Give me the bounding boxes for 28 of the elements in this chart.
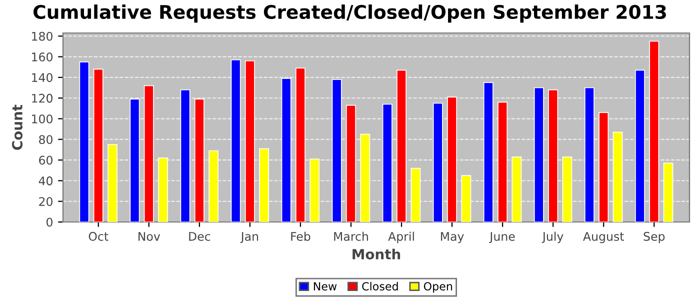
legend-label: Closed [362,282,398,291]
x-tick-label: Sep [644,232,665,244]
x-tick-label: Feb [291,232,310,241]
y-tick-label: 20 [39,197,52,206]
x-tick-label: August [583,232,624,244]
legend-label: Open [424,282,452,293]
y-tick-label: 80 [39,135,52,144]
y-tick-label: 160 [32,52,52,62]
y-tick-label: 120 [32,94,52,103]
x-tick-label: Dec [189,232,210,241]
y-tick-label: 100 [32,114,52,124]
y-tick-label: 140 [32,73,52,82]
y-tick-label: 180 [32,32,52,41]
legend-label: New [314,282,337,291]
x-tick-label: March [334,232,368,241]
x-tick-label: June [489,232,515,244]
x-tick-label: May [440,232,464,244]
x-axis-title: Month [352,248,400,260]
x-tick-label: Jan [240,232,258,244]
y-axis-title: Count [12,104,22,150]
y-tick-label: 40 [38,176,52,186]
x-tick-label: Nov [138,232,160,241]
y-tick-label: 0 [46,218,52,227]
x-tick-label: July [542,232,564,244]
x-tick-label: April [388,232,414,244]
x-tick-label: Oct [88,232,108,241]
chart-title: Cumulative Requests Created/Closed/Open September 2013 [34,4,666,23]
y-tick-label: 60 [39,156,52,165]
